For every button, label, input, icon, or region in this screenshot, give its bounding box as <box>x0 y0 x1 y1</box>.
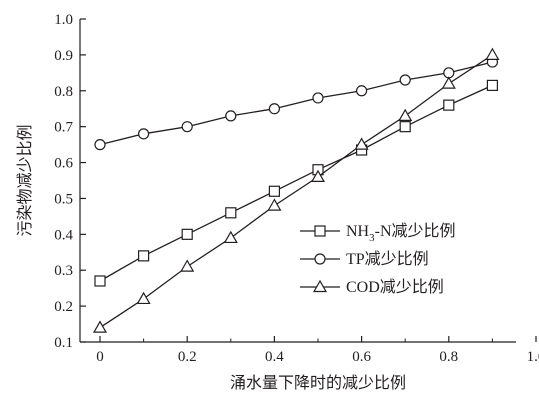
legend-label: NH3-N减少比例 <box>346 222 456 244</box>
data-point <box>136 291 151 305</box>
data-point <box>181 121 193 133</box>
series-line <box>99 61 493 146</box>
data-point <box>310 169 326 183</box>
y-tick-label: 0.6 <box>54 156 73 172</box>
y-axis-title: 污染物减少比例 <box>15 124 34 236</box>
y-tick-label: 0.5 <box>54 191 73 207</box>
legend-marker <box>314 225 326 237</box>
legend-marker <box>314 253 326 265</box>
x-tick-label: 0.4 <box>265 349 284 365</box>
data-point <box>441 76 456 89</box>
data-point <box>312 92 324 104</box>
series-square <box>94 79 498 287</box>
data-point <box>223 230 238 244</box>
data-point <box>94 275 106 287</box>
x-tick-label: 0.8 <box>439 349 458 365</box>
data-point <box>399 74 411 86</box>
data-point <box>180 259 195 272</box>
data-point <box>138 250 150 262</box>
data-point <box>94 139 106 151</box>
data-point <box>268 103 280 115</box>
data-point <box>267 198 282 211</box>
data-point <box>354 137 369 150</box>
series-group <box>92 47 500 333</box>
x-tick-label: 0.6 <box>352 349 371 365</box>
series-triangle <box>92 47 500 333</box>
data-point <box>356 85 368 97</box>
data-point <box>138 128 150 140</box>
x-tick-label: 1.0 <box>527 349 539 365</box>
data-point <box>443 99 455 111</box>
y-tick-label: 1.0 <box>54 12 73 28</box>
data-point <box>225 110 237 122</box>
x-axis-title: 涌水量下降时的减少比例 <box>230 373 406 392</box>
legend-label: TP减少比例 <box>346 250 429 268</box>
y-tick-label: 0.3 <box>54 263 73 279</box>
legend-marker <box>312 279 328 293</box>
y-tick-label: 0.4 <box>54 227 73 243</box>
series-line <box>99 54 493 329</box>
series-circle <box>94 56 498 151</box>
data-point <box>92 320 108 333</box>
x-tick-label: 0.2 <box>178 349 197 365</box>
y-tick-label: 0.1 <box>54 335 73 351</box>
legend-label: COD减少比例 <box>346 278 444 296</box>
axes: 0.1 0.2 0.3 0.4 0.5 0.6 0.7 0.8 0.9 1.0 0 0.2 0.4 0.6… <box>54 12 539 365</box>
y-tick-label: 0.2 <box>54 299 73 315</box>
y-tick-label: 0.9 <box>54 48 73 64</box>
y-tick-label: 0.7 <box>54 120 73 136</box>
data-point <box>399 121 411 133</box>
legend: NH3-N减少比例 TP减少比例 COD减少比例 <box>300 222 456 296</box>
data-point <box>486 79 498 91</box>
data-point <box>398 108 413 122</box>
data-point <box>225 207 237 219</box>
data-point <box>268 185 280 197</box>
data-point <box>443 67 455 79</box>
x-tick-label: 0 <box>96 349 104 365</box>
data-point <box>485 47 500 60</box>
series-line <box>99 84 493 282</box>
y-tick-label: 0.8 <box>54 84 73 100</box>
data-point <box>181 228 193 240</box>
